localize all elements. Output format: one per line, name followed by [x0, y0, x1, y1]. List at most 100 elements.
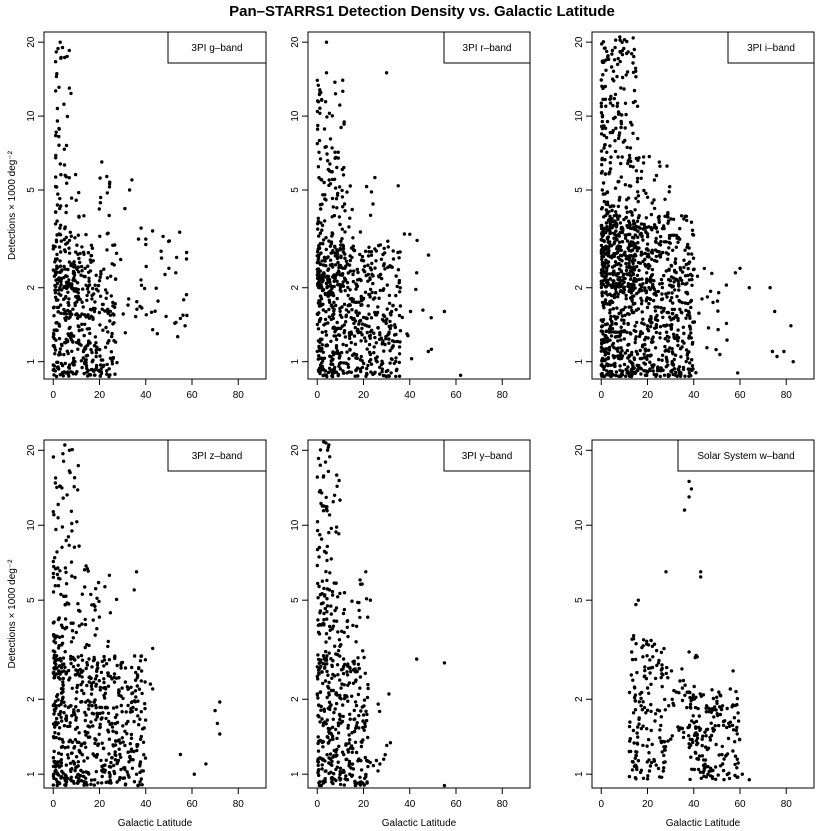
panel-5-point	[324, 769, 328, 773]
panel-2-point	[320, 273, 324, 278]
panel-3-point	[638, 287, 642, 291]
panel-3-point	[683, 274, 688, 278]
panel-1-point	[60, 45, 65, 50]
panel-3-point	[647, 225, 651, 229]
panel-3-point	[624, 112, 628, 117]
panel-3-point	[603, 84, 607, 89]
panel-5-point	[343, 662, 347, 667]
panel-3-point	[690, 342, 695, 346]
panel-3-point	[604, 58, 608, 62]
panel-6-point	[659, 715, 663, 719]
panel-6-point	[696, 767, 701, 772]
panel-6-point	[633, 657, 638, 662]
panel-3-point	[656, 305, 660, 309]
panel-2-point	[398, 329, 403, 333]
panel-5-point	[328, 571, 332, 575]
panel-6-point	[663, 740, 667, 744]
panel-5-point	[322, 707, 326, 711]
panel-1-point	[74, 372, 78, 376]
panel-3-point	[631, 219, 636, 223]
panel-6-point	[641, 644, 645, 648]
panel-3-point	[655, 259, 659, 263]
panel-2-point	[348, 336, 352, 341]
panel-4-point	[115, 705, 119, 709]
panel-6-point	[703, 745, 708, 749]
panel-6-point	[700, 743, 704, 748]
panel-2-point	[368, 293, 372, 297]
panel-2-point	[354, 309, 358, 313]
panel-3-point	[616, 277, 620, 282]
panel-3-point	[663, 197, 667, 201]
panel-4-point	[127, 775, 131, 779]
panel-2-point	[394, 274, 398, 278]
panel-6-point	[733, 754, 738, 758]
panel-3-point	[619, 338, 623, 342]
panel-1-point	[60, 363, 65, 368]
panel-5-point	[330, 663, 334, 667]
panel-1-point	[99, 367, 103, 371]
panel-2-point	[353, 319, 358, 323]
panel-3-point	[666, 339, 670, 343]
panel-3-point	[632, 225, 636, 229]
panel-6-point	[735, 766, 739, 770]
panel-2-point	[327, 239, 331, 243]
panel-1-point	[184, 257, 189, 261]
panel-3-point	[657, 220, 661, 224]
panel-4-point	[51, 756, 56, 760]
panel-4-point	[84, 745, 88, 749]
panel-5-point	[350, 599, 354, 603]
panel-3-point	[687, 350, 691, 354]
panel-4-point	[106, 728, 110, 732]
panel-3-point	[636, 190, 640, 194]
panel-3-point	[684, 348, 689, 352]
panel-3-point	[666, 215, 670, 219]
panel-2-point	[354, 287, 358, 291]
panel-1-point	[54, 240, 59, 244]
panel-2-point	[363, 264, 367, 268]
panel-1-point	[68, 325, 72, 329]
panel-2-point	[380, 370, 384, 374]
panel-3-point	[738, 266, 742, 270]
panel-2-point	[350, 299, 354, 304]
panel-3-point	[607, 172, 611, 176]
panel-3-point	[628, 164, 633, 168]
panel-5-point	[365, 712, 369, 717]
panel-3-point	[658, 234, 663, 239]
panel-4-point	[59, 776, 63, 780]
panel-2-point	[317, 354, 321, 358]
panel-2-point	[388, 265, 393, 269]
panel-5-point	[368, 760, 372, 765]
panel-3-point	[662, 306, 666, 311]
panel-3-point	[623, 236, 628, 240]
panel-3-point	[608, 283, 613, 287]
panel-1-point	[54, 298, 59, 302]
panel-3-point	[682, 217, 686, 221]
panel-4-point	[100, 774, 104, 779]
panel-5-point	[321, 681, 325, 686]
panel-3-point	[622, 337, 626, 341]
panel-2-point	[351, 317, 355, 321]
panel-1-point	[139, 283, 144, 287]
panel-5-point	[347, 733, 351, 737]
panel-5-point	[356, 662, 361, 666]
panel-3-point	[610, 217, 614, 221]
panel-6-point	[725, 772, 729, 777]
panel-3-point	[649, 321, 653, 325]
panel-4-point	[54, 699, 58, 703]
panel-6-point	[663, 708, 667, 712]
panel-1-point	[55, 270, 59, 275]
panel-1-point	[98, 363, 103, 367]
panel-1-point	[164, 314, 168, 319]
panel-1-point	[100, 160, 104, 164]
panel-3-point	[716, 327, 720, 332]
panel-3-point	[678, 373, 682, 378]
panel-1-point	[76, 313, 80, 318]
panel-5-point	[320, 763, 324, 767]
panel-3-point	[617, 240, 622, 244]
panel-3-point	[686, 266, 690, 271]
panel-4-point	[76, 488, 80, 492]
panel-1-point	[88, 331, 92, 336]
panel-3-point	[634, 228, 638, 232]
panel-4-point	[123, 666, 128, 670]
panel-6-point	[633, 686, 637, 690]
